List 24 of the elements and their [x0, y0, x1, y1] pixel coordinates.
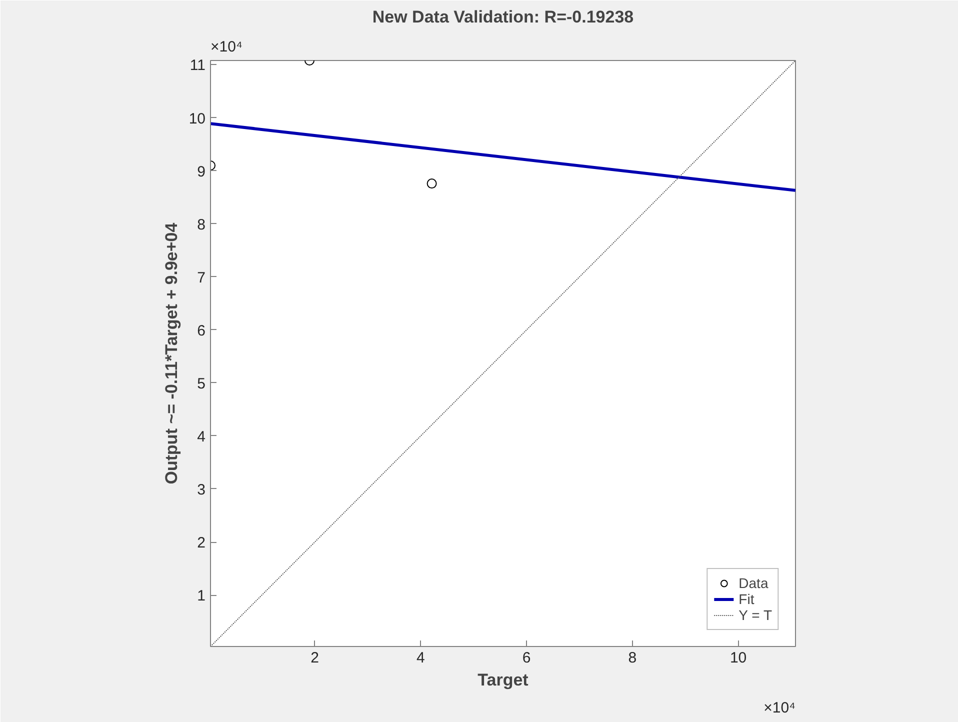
text: ×10⁴: [764, 700, 796, 716]
text: ×10⁴: [210, 38, 242, 56]
y-tick-label: 6: [197, 322, 206, 340]
x-tick-label: 8: [628, 650, 637, 666]
chart-title: New Data Validation: R=-0.19238: [372, 8, 634, 26]
y-tick-label: 4: [197, 428, 206, 446]
y-tick-label: 1: [197, 588, 206, 605]
y-tick-label: 10: [188, 110, 206, 128]
legend-label: Y = T: [738, 607, 772, 623]
x-tick-label: 6: [522, 650, 531, 666]
legend-label: Fit: [738, 591, 756, 607]
x-tick-label: 4: [416, 650, 425, 666]
y-tick-label: 7: [197, 269, 206, 286]
x-tick-label: 2: [310, 650, 319, 666]
y-tick-label: 5: [197, 375, 206, 392]
legend-label: Data: [738, 575, 768, 591]
x-axis-title: Target: [478, 670, 529, 690]
x-tick-label: 10: [730, 650, 747, 666]
y-tick-label: 9: [197, 163, 206, 180]
y-tick-label: 11: [190, 57, 206, 74]
y-tick-label: 8: [197, 216, 206, 234]
y-tick-label: 2: [197, 534, 206, 552]
y-tick-label: 3: [197, 481, 206, 498]
y-axis-title: Output ~= -0.11*Target + 9.9e+04: [162, 222, 181, 484]
